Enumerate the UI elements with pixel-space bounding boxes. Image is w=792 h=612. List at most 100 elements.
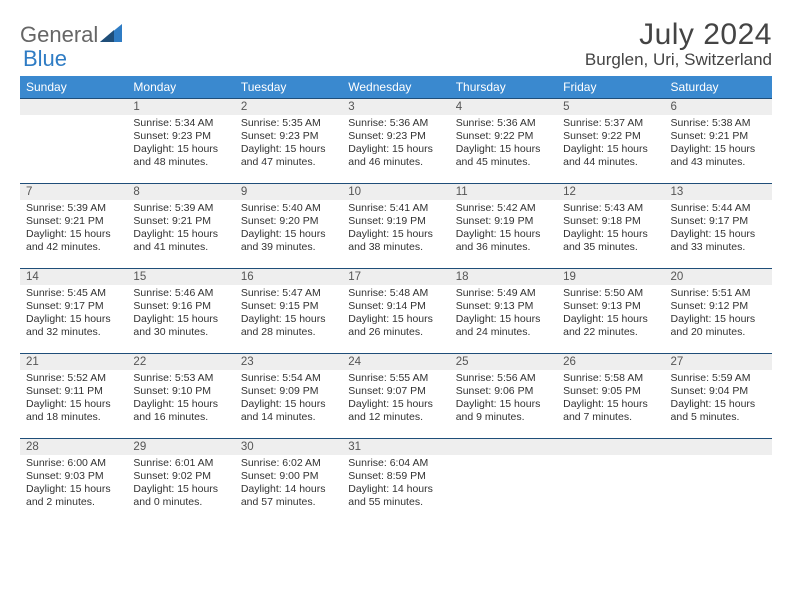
daylight-text: Daylight: 15 hours and 39 minutes. bbox=[241, 228, 336, 254]
day-number bbox=[665, 439, 772, 455]
day-number: 27 bbox=[665, 354, 772, 370]
day-number: 7 bbox=[20, 184, 127, 200]
calendar-day-cell: 13Sunrise: 5:44 AMSunset: 9:17 PMDayligh… bbox=[665, 184, 772, 269]
day-number bbox=[557, 439, 664, 455]
day-number: 16 bbox=[235, 269, 342, 285]
sunset-text: Sunset: 9:09 PM bbox=[241, 385, 336, 398]
sunset-text: Sunset: 9:11 PM bbox=[26, 385, 121, 398]
daylight-text: Daylight: 15 hours and 30 minutes. bbox=[133, 313, 228, 339]
sunset-text: Sunset: 9:23 PM bbox=[348, 130, 443, 143]
daylight-text: Daylight: 15 hours and 14 minutes. bbox=[241, 398, 336, 424]
sunrise-text: Sunrise: 5:51 AM bbox=[671, 287, 766, 300]
calendar-day-cell: 26Sunrise: 5:58 AMSunset: 9:05 PMDayligh… bbox=[557, 354, 664, 439]
day-details: Sunrise: 6:01 AMSunset: 9:02 PMDaylight:… bbox=[127, 455, 234, 514]
day-details: Sunrise: 5:34 AMSunset: 9:23 PMDaylight:… bbox=[127, 115, 234, 174]
calendar-day-cell: 15Sunrise: 5:46 AMSunset: 9:16 PMDayligh… bbox=[127, 269, 234, 354]
sunrise-text: Sunrise: 6:01 AM bbox=[133, 457, 228, 470]
calendar-day-cell: 27Sunrise: 5:59 AMSunset: 9:04 PMDayligh… bbox=[665, 354, 772, 439]
day-number: 13 bbox=[665, 184, 772, 200]
sunset-text: Sunset: 9:14 PM bbox=[348, 300, 443, 313]
calendar-day-cell: 16Sunrise: 5:47 AMSunset: 9:15 PMDayligh… bbox=[235, 269, 342, 354]
weekday-header: Tuesday bbox=[235, 76, 342, 99]
calendar-day-cell: 21Sunrise: 5:52 AMSunset: 9:11 PMDayligh… bbox=[20, 354, 127, 439]
daylight-text: Daylight: 15 hours and 7 minutes. bbox=[563, 398, 658, 424]
calendar-day-cell: 24Sunrise: 5:55 AMSunset: 9:07 PMDayligh… bbox=[342, 354, 449, 439]
day-number: 24 bbox=[342, 354, 449, 370]
daylight-text: Daylight: 15 hours and 44 minutes. bbox=[563, 143, 658, 169]
day-details: Sunrise: 5:59 AMSunset: 9:04 PMDaylight:… bbox=[665, 370, 772, 429]
weekday-header: Thursday bbox=[450, 76, 557, 99]
day-details: Sunrise: 5:36 AMSunset: 9:23 PMDaylight:… bbox=[342, 115, 449, 174]
calendar-header: SundayMondayTuesdayWednesdayThursdayFrid… bbox=[20, 76, 772, 99]
day-number bbox=[450, 439, 557, 455]
sunset-text: Sunset: 8:59 PM bbox=[348, 470, 443, 483]
day-details: Sunrise: 5:55 AMSunset: 9:07 PMDaylight:… bbox=[342, 370, 449, 429]
daylight-text: Daylight: 15 hours and 16 minutes. bbox=[133, 398, 228, 424]
day-number: 6 bbox=[665, 99, 772, 115]
daylight-text: Daylight: 15 hours and 2 minutes. bbox=[26, 483, 121, 509]
sunset-text: Sunset: 9:06 PM bbox=[456, 385, 551, 398]
calendar-day-cell: 6Sunrise: 5:38 AMSunset: 9:21 PMDaylight… bbox=[665, 99, 772, 184]
sunset-text: Sunset: 9:07 PM bbox=[348, 385, 443, 398]
sunrise-text: Sunrise: 5:45 AM bbox=[26, 287, 121, 300]
logo-text-1: General bbox=[20, 22, 98, 48]
calendar-week-row: 7Sunrise: 5:39 AMSunset: 9:21 PMDaylight… bbox=[20, 184, 772, 269]
sunrise-text: Sunrise: 5:43 AM bbox=[563, 202, 658, 215]
sunrise-text: Sunrise: 5:38 AM bbox=[671, 117, 766, 130]
sunrise-text: Sunrise: 5:34 AM bbox=[133, 117, 228, 130]
day-number: 21 bbox=[20, 354, 127, 370]
daylight-text: Daylight: 14 hours and 55 minutes. bbox=[348, 483, 443, 509]
calendar-day-cell: 19Sunrise: 5:50 AMSunset: 9:13 PMDayligh… bbox=[557, 269, 664, 354]
logo-text-2: Blue bbox=[23, 46, 67, 71]
day-number: 15 bbox=[127, 269, 234, 285]
daylight-text: Daylight: 15 hours and 43 minutes. bbox=[671, 143, 766, 169]
daylight-text: Daylight: 15 hours and 24 minutes. bbox=[456, 313, 551, 339]
daylight-text: Daylight: 15 hours and 33 minutes. bbox=[671, 228, 766, 254]
calendar-day-cell: 8Sunrise: 5:39 AMSunset: 9:21 PMDaylight… bbox=[127, 184, 234, 269]
day-number: 10 bbox=[342, 184, 449, 200]
day-details: Sunrise: 5:46 AMSunset: 9:16 PMDaylight:… bbox=[127, 285, 234, 344]
calendar-day-cell bbox=[557, 439, 664, 524]
sunset-text: Sunset: 9:23 PM bbox=[133, 130, 228, 143]
sunrise-text: Sunrise: 5:35 AM bbox=[241, 117, 336, 130]
weekday-header: Friday bbox=[557, 76, 664, 99]
sunrise-text: Sunrise: 5:37 AM bbox=[563, 117, 658, 130]
daylight-text: Daylight: 15 hours and 18 minutes. bbox=[26, 398, 121, 424]
calendar-day-cell: 12Sunrise: 5:43 AMSunset: 9:18 PMDayligh… bbox=[557, 184, 664, 269]
day-number: 25 bbox=[450, 354, 557, 370]
sunset-text: Sunset: 9:17 PM bbox=[26, 300, 121, 313]
daylight-text: Daylight: 15 hours and 12 minutes. bbox=[348, 398, 443, 424]
day-number: 30 bbox=[235, 439, 342, 455]
sunset-text: Sunset: 9:10 PM bbox=[133, 385, 228, 398]
sunrise-text: Sunrise: 5:46 AM bbox=[133, 287, 228, 300]
daylight-text: Daylight: 15 hours and 22 minutes. bbox=[563, 313, 658, 339]
sunset-text: Sunset: 9:19 PM bbox=[456, 215, 551, 228]
calendar-day-cell: 20Sunrise: 5:51 AMSunset: 9:12 PMDayligh… bbox=[665, 269, 772, 354]
day-details: Sunrise: 5:56 AMSunset: 9:06 PMDaylight:… bbox=[450, 370, 557, 429]
sunrise-text: Sunrise: 5:54 AM bbox=[241, 372, 336, 385]
daylight-text: Daylight: 15 hours and 0 minutes. bbox=[133, 483, 228, 509]
day-details: Sunrise: 5:44 AMSunset: 9:17 PMDaylight:… bbox=[665, 200, 772, 259]
day-details: Sunrise: 5:42 AMSunset: 9:19 PMDaylight:… bbox=[450, 200, 557, 259]
calendar-day-cell: 4Sunrise: 5:36 AMSunset: 9:22 PMDaylight… bbox=[450, 99, 557, 184]
sunrise-text: Sunrise: 5:47 AM bbox=[241, 287, 336, 300]
sunrise-text: Sunrise: 6:02 AM bbox=[241, 457, 336, 470]
sunset-text: Sunset: 9:21 PM bbox=[26, 215, 121, 228]
calendar-day-cell bbox=[450, 439, 557, 524]
day-details: Sunrise: 5:49 AMSunset: 9:13 PMDaylight:… bbox=[450, 285, 557, 344]
day-details: Sunrise: 5:52 AMSunset: 9:11 PMDaylight:… bbox=[20, 370, 127, 429]
calendar-body: 1Sunrise: 5:34 AMSunset: 9:23 PMDaylight… bbox=[20, 99, 772, 524]
day-number: 5 bbox=[557, 99, 664, 115]
day-number: 11 bbox=[450, 184, 557, 200]
logo-triangle-icon bbox=[100, 22, 122, 48]
calendar-day-cell: 9Sunrise: 5:40 AMSunset: 9:20 PMDaylight… bbox=[235, 184, 342, 269]
daylight-text: Daylight: 15 hours and 48 minutes. bbox=[133, 143, 228, 169]
calendar-table: SundayMondayTuesdayWednesdayThursdayFrid… bbox=[20, 76, 772, 524]
day-number bbox=[20, 99, 127, 115]
sunset-text: Sunset: 9:02 PM bbox=[133, 470, 228, 483]
day-details: Sunrise: 5:41 AMSunset: 9:19 PMDaylight:… bbox=[342, 200, 449, 259]
day-number: 31 bbox=[342, 439, 449, 455]
day-details: Sunrise: 5:58 AMSunset: 9:05 PMDaylight:… bbox=[557, 370, 664, 429]
daylight-text: Daylight: 15 hours and 20 minutes. bbox=[671, 313, 766, 339]
daylight-text: Daylight: 15 hours and 47 minutes. bbox=[241, 143, 336, 169]
